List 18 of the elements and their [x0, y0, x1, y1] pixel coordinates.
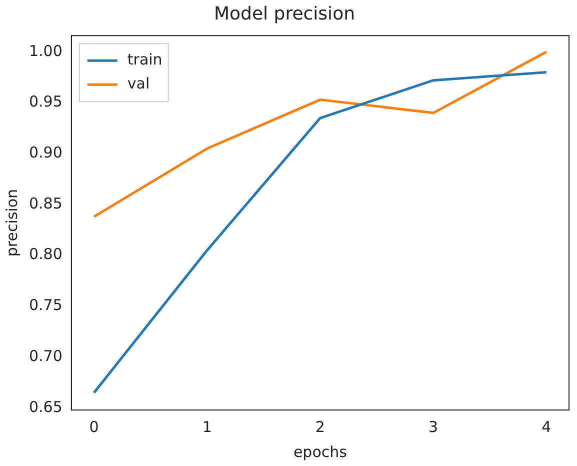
y-tick-label: 0.65	[28, 398, 62, 416]
chart-title: Model precision	[214, 3, 355, 24]
x-tick-label: 0	[89, 418, 99, 436]
x-axis-title: epochs	[293, 442, 348, 461]
y-tick-label: 0.85	[28, 194, 62, 212]
y-axis-title: precision	[2, 188, 21, 257]
y-tick-label: 0.95	[28, 92, 62, 111]
x-tick-label: 4	[542, 418, 552, 436]
y-tick-label: 0.90	[28, 144, 62, 162]
y-tick-label: 1.00	[28, 42, 62, 60]
y-tick-label: 0.75	[28, 296, 62, 314]
y-tick-label: 0.70	[28, 346, 62, 365]
x-tick-label: 3	[428, 418, 438, 436]
y-tick-label: 0.80	[28, 245, 62, 264]
x-tick-label: 1	[202, 418, 212, 436]
x-tick-label: 2	[315, 418, 325, 436]
legend-label: train	[127, 50, 162, 68]
legend-label: val	[127, 74, 150, 92]
